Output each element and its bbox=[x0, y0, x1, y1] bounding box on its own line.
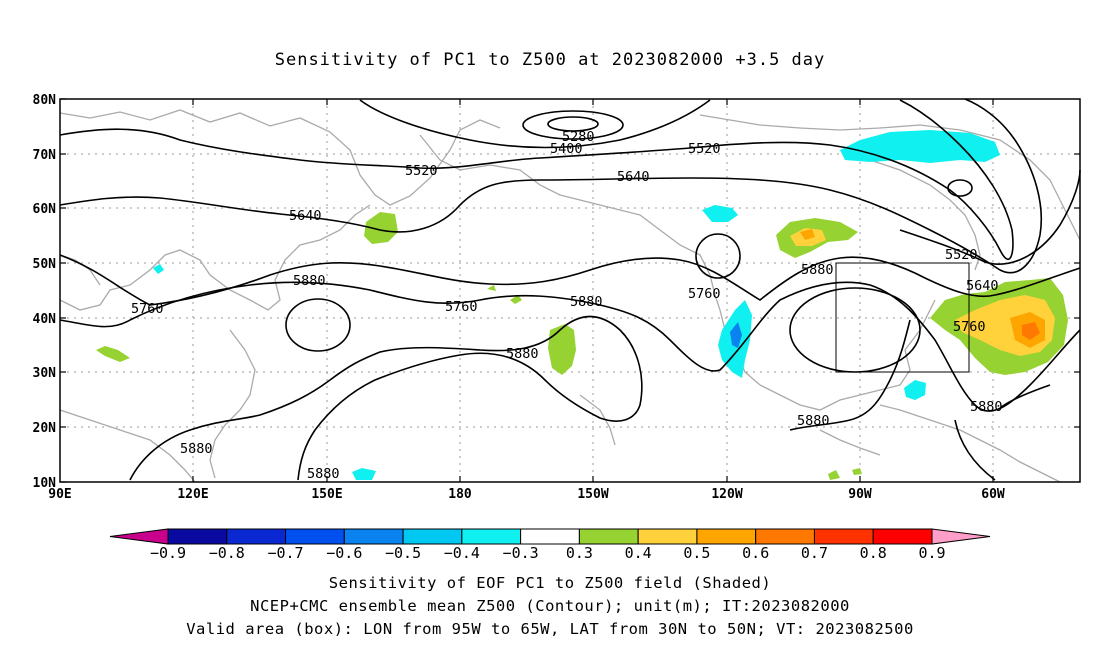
colorbar-label: −0.3 bbox=[503, 544, 539, 562]
lon-label: 90E bbox=[48, 487, 71, 502]
colorbar-extend-low bbox=[109, 528, 169, 545]
lon-label: 150W bbox=[577, 487, 608, 502]
shade-negative-arctic bbox=[840, 130, 1000, 163]
colorbar-swatch bbox=[226, 528, 287, 545]
colorbar-label: −0.6 bbox=[326, 544, 362, 562]
colorbar-swatch bbox=[167, 528, 228, 545]
latitude-labels: 80N 70N 60N 50N 40N 30N 20N 10N bbox=[33, 93, 57, 491]
colorbar-swatch bbox=[343, 528, 404, 545]
caption-line-3: Valid area (box): LON from 95W to 65W, L… bbox=[186, 620, 914, 638]
colorbar-label: −0.4 bbox=[444, 544, 480, 562]
colorbar-label: −0.7 bbox=[267, 544, 303, 562]
shade-positive-small-2 bbox=[510, 295, 522, 304]
contour-label: 5760 bbox=[445, 299, 478, 315]
lon-label: 120W bbox=[711, 487, 742, 502]
colorbar-label: 0.7 bbox=[801, 544, 828, 562]
contour-label: 5880 bbox=[293, 273, 326, 289]
contour-label: 5880 bbox=[506, 346, 539, 362]
contour-label: 5640 bbox=[289, 208, 322, 224]
colorbar-label: 0.5 bbox=[683, 544, 710, 562]
colorbar-swatch bbox=[402, 528, 463, 545]
shade-positive-small-1 bbox=[96, 346, 130, 362]
lat-label: 80N bbox=[33, 93, 57, 108]
contour-label: 5520 bbox=[945, 247, 978, 263]
shade-positive-atlantic-max bbox=[1022, 322, 1040, 340]
colorbar-swatch bbox=[285, 528, 345, 545]
shade-positive-small-3 bbox=[487, 285, 496, 291]
shade-negative-pacific-small bbox=[352, 468, 376, 480]
lat-label: 70N bbox=[33, 148, 57, 163]
caption-line-2: NCEP+CMC ensemble mean Z500 (Contour); u… bbox=[250, 597, 850, 615]
colorbar-label: −0.5 bbox=[385, 544, 421, 562]
colorbar-swatch bbox=[696, 528, 757, 545]
colorbar-swatch bbox=[637, 528, 698, 545]
contour-label: 5760 bbox=[688, 286, 721, 302]
contour-label: 5880 bbox=[570, 294, 603, 310]
contour-label: 5880 bbox=[307, 466, 340, 482]
lat-label: 50N bbox=[33, 257, 57, 272]
longitude-labels: 90E 120E 150E 180 150W 120W 90W 60W bbox=[48, 487, 1005, 502]
shade-negative-caribbean bbox=[904, 380, 926, 400]
contour-label: 5880 bbox=[180, 441, 213, 457]
colorbar-label: 0.6 bbox=[742, 544, 769, 562]
colorbar-label: −0.8 bbox=[209, 544, 245, 562]
lat-label: 10N bbox=[33, 476, 57, 491]
colorbar-label: 0.8 bbox=[860, 544, 887, 562]
shade-negative-asia-dot bbox=[153, 264, 164, 274]
sensitivity-shading bbox=[96, 130, 1068, 480]
lon-label: 150E bbox=[311, 487, 342, 502]
lon-label: 90W bbox=[848, 487, 872, 502]
shade-positive-kamchatka bbox=[364, 212, 398, 244]
valid-area-box bbox=[835, 262, 970, 373]
colorbar-label: 0.4 bbox=[625, 544, 652, 562]
colorbar-label: 0.9 bbox=[918, 544, 945, 562]
colorbar-swatch bbox=[872, 528, 933, 545]
contour-label: 5760 bbox=[131, 301, 164, 317]
colorbar-label: 0.3 bbox=[566, 544, 593, 562]
contour-label: 5400 bbox=[550, 141, 583, 157]
shade-negative-west-coast-core bbox=[730, 322, 742, 348]
contour-label: 5880 bbox=[797, 413, 830, 429]
colorbar-swatch bbox=[813, 528, 874, 545]
colorbar-swatch bbox=[578, 528, 639, 545]
contour-label: 5880 bbox=[970, 399, 1003, 415]
colorbar: −0.9 −0.8 −0.7 −0.6 −0.5 −0.4 −0.3 0.3 0.4 0.5 0.6… bbox=[109, 528, 991, 562]
lon-label: 120E bbox=[177, 487, 208, 502]
shade-positive-small-5 bbox=[852, 468, 862, 475]
map-title: Sensitivity of PC1 to Z500 at 2023082000… bbox=[274, 50, 826, 70]
tick-marks bbox=[60, 98, 1080, 483]
z500-contours bbox=[59, 98, 1081, 481]
contour-label: 5640 bbox=[617, 169, 650, 185]
lon-label: 180 bbox=[448, 487, 472, 502]
caption-line-1: Sensitivity of EOF PC1 to Z500 field (Sh… bbox=[328, 574, 772, 592]
lat-label: 20N bbox=[33, 421, 57, 436]
colorbar-label: −0.9 bbox=[150, 544, 186, 562]
colorbar-swatch bbox=[520, 528, 580, 545]
contour-label: 5280 bbox=[562, 129, 595, 145]
colorbar-swatch bbox=[461, 528, 522, 545]
contour-label: 5520 bbox=[405, 163, 438, 179]
shade-positive-small-4 bbox=[828, 470, 840, 480]
lat-label: 30N bbox=[33, 366, 57, 381]
lat-label: 40N bbox=[33, 312, 57, 327]
colorbar-extend-high bbox=[931, 528, 991, 545]
lat-label: 60N bbox=[33, 202, 57, 217]
shade-positive-canada-peak bbox=[800, 229, 815, 240]
contour-label: 5520 bbox=[688, 141, 721, 157]
shade-negative-alaska bbox=[702, 205, 738, 222]
colorbar-swatch bbox=[755, 528, 815, 545]
contour-labels: 5280 5400 5520 5520 5640 5640 5520 5640 … bbox=[131, 129, 1003, 482]
map-frame bbox=[59, 98, 1081, 483]
contour-label: 5640 bbox=[966, 278, 999, 294]
shade-positive-pacific bbox=[548, 324, 576, 375]
lon-label: 60W bbox=[981, 487, 1005, 502]
contour-label: 5880 bbox=[801, 262, 834, 278]
